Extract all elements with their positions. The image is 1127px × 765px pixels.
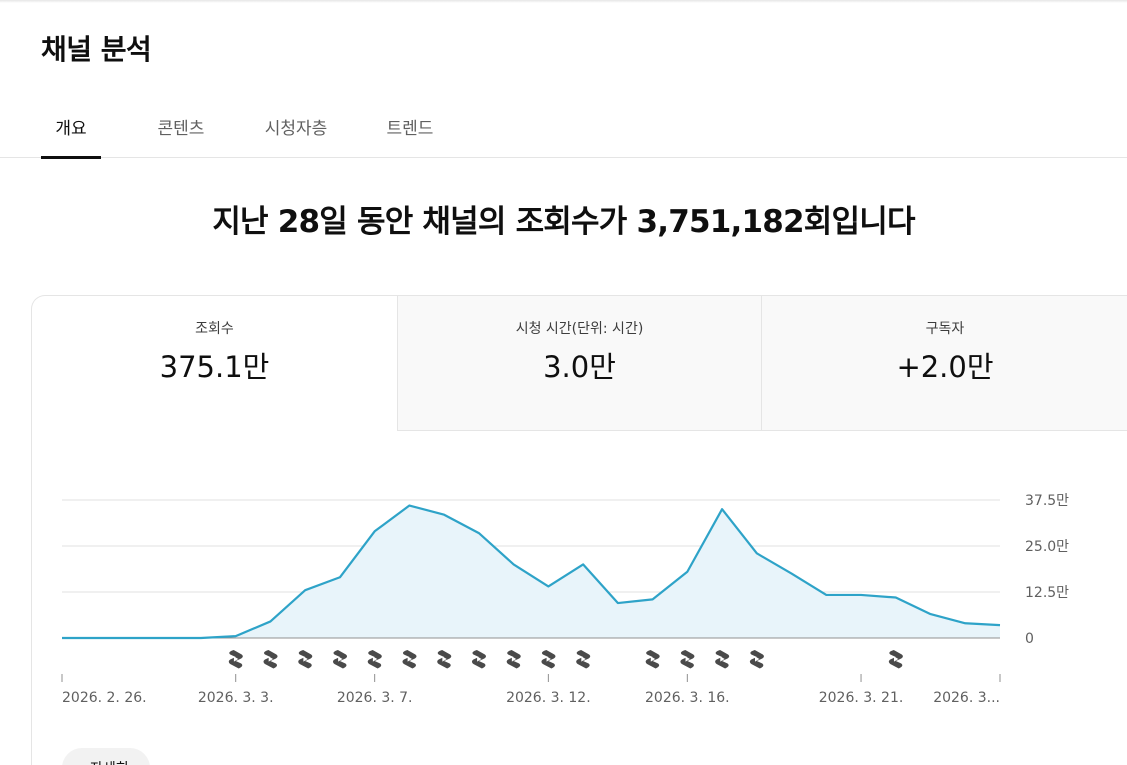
data-point xyxy=(720,507,724,511)
shorts-icon xyxy=(367,650,382,669)
summary-headline: 지난 28일 동안 채널의 조회수가 3,751,182회입니다 xyxy=(212,204,915,240)
y-tick-label: 25.0만 xyxy=(1025,539,1069,555)
data-point xyxy=(129,636,133,640)
data-point xyxy=(755,551,759,555)
data-point xyxy=(512,562,516,566)
data-point xyxy=(234,634,238,638)
metric-watch-time-label: 시청 시간(단위: 시간) xyxy=(515,321,644,337)
metric-subscribers-label: 구독자 xyxy=(925,321,965,337)
data-point xyxy=(60,636,64,640)
views-chart[interactable]: 0 12.5만 25.0만 37.5만 2026. 2. 26. 2026. 3. 3. 2… xyxy=(0,0,1127,720)
y-tick-label: 12.5만 xyxy=(1025,585,1069,601)
tab-overview[interactable]: 개요 xyxy=(41,114,101,159)
tab-audience[interactable]: 시청자층 xyxy=(264,119,328,139)
shorts-icon xyxy=(437,650,452,669)
data-point xyxy=(998,623,1002,627)
shorts-icon xyxy=(471,650,487,669)
data-point xyxy=(199,636,203,640)
y-tick-label: 37.5만 xyxy=(1025,493,1069,509)
x-tick-label: 2026. 3... xyxy=(933,690,1000,706)
metric-watch-time[interactable]: 시청 시간(단위: 시간) 3.0만 xyxy=(397,296,761,431)
shorts-icon xyxy=(715,650,730,669)
series-area xyxy=(62,505,1000,638)
data-point xyxy=(859,593,863,597)
data-point xyxy=(164,636,168,640)
shorts-icon xyxy=(576,650,591,669)
shorts-icon xyxy=(888,650,903,669)
metric-views[interactable]: 조회수 375.1만 xyxy=(32,296,397,431)
shorts-icon xyxy=(645,650,660,669)
data-point xyxy=(442,513,446,517)
data-point xyxy=(373,529,377,533)
data-point xyxy=(546,584,550,588)
shorts-icon xyxy=(506,650,521,669)
data-point xyxy=(616,601,620,605)
shorts-icon xyxy=(298,650,313,669)
shorts-icon xyxy=(749,650,764,669)
data-point xyxy=(477,531,481,535)
shorts-icon xyxy=(402,650,417,669)
see-more-button[interactable]: 자세히 xyxy=(62,748,150,765)
data-point xyxy=(303,588,307,592)
data-point xyxy=(894,596,898,600)
x-tick-label: 2026. 3. 3. xyxy=(198,690,274,706)
x-tick-label: 2026. 2. 26. xyxy=(62,690,147,706)
data-point xyxy=(651,597,655,601)
data-point xyxy=(581,562,585,566)
shorts-icon xyxy=(541,650,556,669)
data-point xyxy=(685,570,689,574)
metrics-card: 조회수 375.1만 시청 시간(단위: 시간) 3.0만 구독자 +2.0만 xyxy=(31,295,1127,765)
metric-subscribers[interactable]: 구독자 +2.0만 xyxy=(761,296,1127,431)
tab-trends[interactable]: 트렌드 xyxy=(386,119,434,139)
shorts-icon xyxy=(332,650,348,669)
data-point xyxy=(790,572,794,576)
data-point xyxy=(963,621,967,625)
y-tick-label: 0 xyxy=(1025,631,1034,647)
shorts-icon xyxy=(680,650,695,669)
x-tick-label: 2026. 3. 21. xyxy=(819,690,904,706)
tab-bar: 개요 콘텐츠 시청자층 트렌드 xyxy=(0,100,1127,159)
data-point xyxy=(95,636,99,640)
data-point xyxy=(268,619,272,623)
data-point xyxy=(338,575,342,579)
metric-views-value: 375.1만 xyxy=(159,350,270,384)
x-tick-label: 2026. 3. 7. xyxy=(337,690,413,706)
data-point xyxy=(929,612,933,616)
shorts-icon xyxy=(263,650,278,669)
x-tick-label: 2026. 3. 12. xyxy=(506,690,591,706)
metric-watch-time-value: 3.0만 xyxy=(543,350,616,384)
page-title: 채널 분석 xyxy=(41,33,152,66)
shorts-icon xyxy=(228,650,243,669)
x-tick-label: 2026. 3. 16. xyxy=(645,690,730,706)
top-shadow xyxy=(0,0,1127,3)
tab-content[interactable]: 콘텐츠 xyxy=(157,119,205,139)
data-point xyxy=(824,593,828,597)
series-line xyxy=(62,504,1001,640)
metric-subscribers-value: +2.0만 xyxy=(896,350,994,384)
see-more-label: 자세히 xyxy=(62,748,150,765)
data-point xyxy=(407,504,411,508)
metric-views-label: 조회수 xyxy=(195,321,234,337)
